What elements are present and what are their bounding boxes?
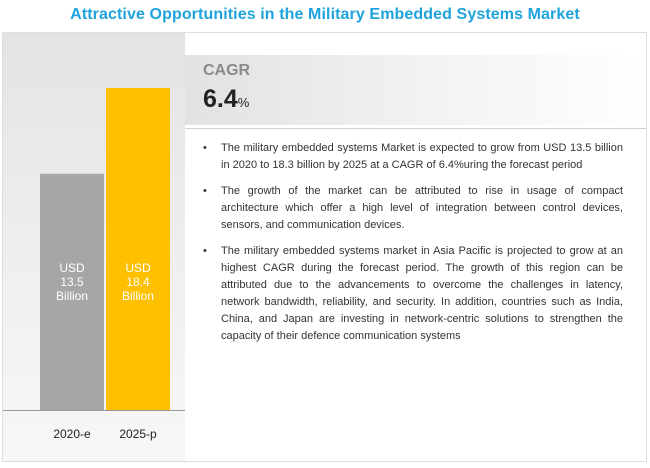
cagr-unit: % bbox=[237, 95, 250, 110]
bullet-icon: • bbox=[203, 185, 207, 197]
cagr-value: 6.4% bbox=[203, 85, 249, 114]
bullet-text: The growth of the market can be attribut… bbox=[221, 185, 623, 231]
bullet-text: The military embedded systems Market is … bbox=[221, 142, 623, 171]
bar-data-label: 13.5 bbox=[60, 275, 84, 289]
cagr-divider bbox=[185, 128, 646, 129]
list-item: • The growth of the market can be attribu… bbox=[203, 183, 623, 234]
bullet-icon: • bbox=[203, 245, 207, 257]
x-tick-label: 2020-e bbox=[53, 427, 91, 441]
key-findings-list: • The military embedded systems Market is… bbox=[203, 140, 623, 354]
bar-data-label: USD bbox=[125, 261, 151, 275]
cagr-banner bbox=[185, 55, 646, 125]
list-item: • The military embedded systems Market is… bbox=[203, 140, 623, 174]
bullet-icon: • bbox=[203, 142, 207, 154]
bar-data-label: 18.4 bbox=[126, 275, 150, 289]
bar-data-label: Billion bbox=[122, 289, 154, 303]
bar-data-label: USD bbox=[59, 261, 85, 275]
cagr-number: 6.4 bbox=[203, 85, 238, 113]
bar-2020-e bbox=[40, 173, 104, 410]
bar-2025-p bbox=[106, 88, 170, 410]
page-title: Attractive Opportunities in the Military… bbox=[70, 6, 580, 23]
bullet-text: The military embedded systems market in … bbox=[221, 245, 623, 342]
bar-data-label: Billion bbox=[56, 289, 88, 303]
chart-x-axis bbox=[3, 410, 185, 411]
x-tick-label: 2025-p bbox=[119, 427, 157, 441]
list-item: • The military embedded systems market in… bbox=[203, 243, 623, 345]
cagr-label: CAGR bbox=[203, 62, 251, 79]
